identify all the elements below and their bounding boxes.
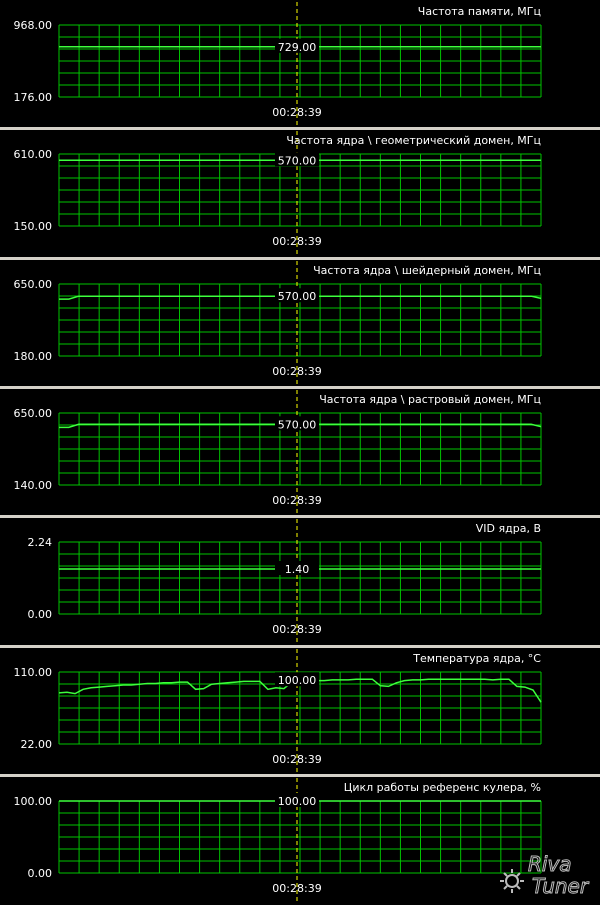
y-max-label: 2.24 — [28, 536, 53, 549]
current-value: 570.00 — [278, 418, 317, 431]
y-max-label: 110.00 — [14, 666, 53, 679]
time-label: 00:28:39 — [272, 623, 321, 636]
y-max-label: 650.00 — [14, 278, 53, 291]
time-label: 00:28:39 — [272, 882, 321, 895]
y-min-label: 0.00 — [28, 608, 53, 621]
panel-title: Частота ядра \ шейдерный домен, МГц — [313, 264, 541, 277]
svg-text:Riva: Riva — [528, 852, 572, 876]
value-box — [275, 152, 319, 167]
value-box — [275, 672, 319, 687]
svg-text:Tuner: Tuner — [532, 874, 590, 898]
current-value: 1.40 — [285, 563, 310, 576]
panel-separator — [0, 257, 600, 260]
gear-icon — [500, 869, 524, 893]
current-value: 729.00 — [278, 41, 317, 54]
y-min-label: 180.00 — [14, 350, 53, 363]
y-min-label: 140.00 — [14, 479, 53, 492]
panel-separator — [0, 386, 600, 389]
y-max-label: 100.00 — [14, 795, 53, 808]
current-value: 570.00 — [278, 154, 317, 167]
panel-title: Частота ядра \ геометрический домен, МГц — [286, 134, 541, 147]
current-value: 100.00 — [278, 674, 317, 687]
current-value: 100.00 — [278, 795, 317, 808]
panel-title: Температура ядра, °С — [412, 652, 541, 665]
panel-separator — [0, 774, 600, 777]
current-value: 570.00 — [278, 290, 317, 303]
panel-title: VID ядра, В — [476, 522, 541, 535]
panel-title: Частота памяти, МГц — [418, 5, 541, 18]
value-box — [275, 416, 319, 431]
value-box — [275, 288, 319, 303]
value-box — [275, 561, 319, 575]
time-label: 00:28:39 — [272, 235, 321, 248]
panel-separator — [0, 645, 600, 648]
panel-title: Цикл работы референс кулера, % — [344, 781, 541, 794]
panel-separator — [0, 515, 600, 518]
panel-title: Частота ядра \ растровый домен, МГц — [319, 393, 541, 406]
time-label: 00:28:39 — [272, 494, 321, 507]
y-max-label: 610.00 — [14, 148, 53, 161]
y-min-label: 22.00 — [21, 738, 53, 751]
value-box — [275, 793, 319, 807]
y-max-label: 968.00 — [14, 19, 53, 32]
time-label: 00:28:39 — [272, 365, 321, 378]
y-min-label: 0.00 — [28, 867, 53, 880]
time-label: 00:28:39 — [272, 106, 321, 119]
rivatuner-logo: Riva Tuner — [498, 849, 594, 903]
panel-separator — [0, 127, 600, 130]
time-label: 00:28:39 — [272, 753, 321, 766]
y-min-label: 150.00 — [14, 220, 53, 233]
y-max-label: 650.00 — [14, 407, 53, 420]
value-box — [275, 38, 319, 53]
y-min-label: 176.00 — [14, 91, 53, 104]
